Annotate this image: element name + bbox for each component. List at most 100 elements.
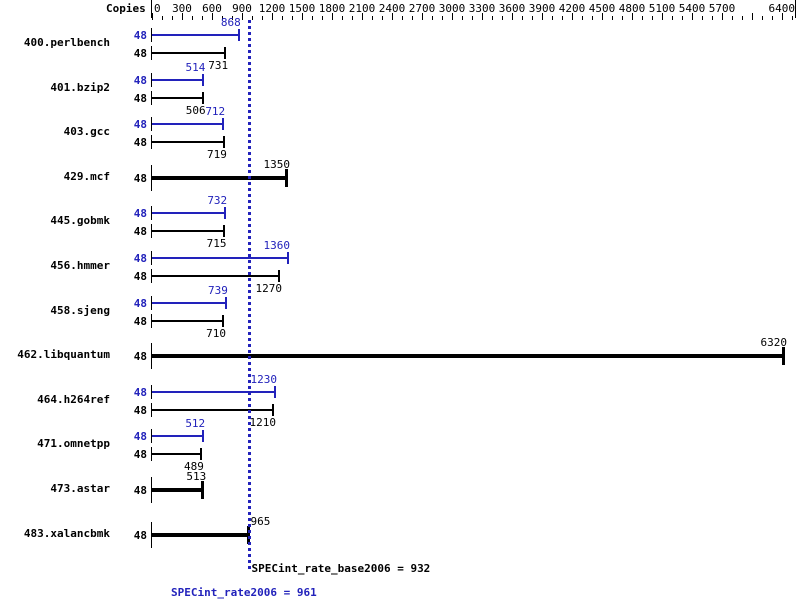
- base-bar-origin-tick: [151, 269, 152, 283]
- axis-minor-tick: [172, 16, 173, 20]
- mean-marker-line: [247, 20, 251, 572]
- base-bar-end-cap: [285, 168, 288, 187]
- base-bar-value-label: 710: [206, 326, 226, 340]
- axis-tick-label: 3900: [528, 2, 556, 15]
- axis-major-tick: [572, 13, 573, 20]
- axis-minor-tick: [202, 16, 203, 20]
- axis-minor-tick: [292, 16, 293, 20]
- axis-minor-tick: [402, 16, 403, 20]
- base-copies-value: 48: [133, 171, 147, 185]
- axis-major-tick: [332, 13, 333, 20]
- base-bar-origin-tick: [151, 447, 152, 462]
- benchmark-name-label: 473.astar: [50, 482, 110, 495]
- peak-bar-value-label: 739: [208, 283, 228, 297]
- base-bar-value-label: 719: [207, 148, 227, 162]
- peak-copies-value: 48: [133, 118, 147, 132]
- axis-minor-tick: [792, 16, 793, 20]
- base-copies-value: 48: [133, 403, 147, 417]
- axis-minor-tick: [522, 16, 523, 20]
- axis-right-border: [795, 0, 796, 18]
- base-bar-origin-tick: [151, 343, 152, 370]
- axis-tick-label: 300: [172, 2, 192, 15]
- peak-bar-origin-tick: [151, 429, 152, 444]
- peak-copies-value: 48: [133, 385, 147, 399]
- axis-tick-label: 6400: [768, 2, 796, 15]
- axis-minor-tick: [192, 16, 193, 20]
- base-copies-value: 48: [133, 225, 147, 239]
- axis-tick-label: 5400: [678, 2, 706, 15]
- axis-tick-label: 3600: [498, 2, 526, 15]
- axis-tick-label: 4200: [558, 2, 586, 15]
- base-bar-origin-tick: [151, 402, 152, 417]
- axis-minor-tick: [732, 16, 733, 20]
- peak-bar: [152, 34, 239, 36]
- base-bar: [152, 141, 224, 144]
- base-bar-value-label: 965: [250, 514, 271, 528]
- peak-bar-value-label: 514: [185, 60, 206, 74]
- axis-major-tick: [212, 13, 213, 20]
- peak-bar: [152, 212, 226, 215]
- peak-bar-value-label: 712: [205, 105, 226, 119]
- axis-tick-label: 600: [202, 2, 222, 15]
- axis-major-tick: [692, 13, 693, 20]
- axis-minor-tick: [532, 16, 533, 20]
- peak-bar: [152, 257, 288, 259]
- axis-major-tick: [392, 13, 393, 20]
- benchmark-name-label: 471.omnetpp: [37, 437, 110, 451]
- base-mean-label: SPECint_rate_base2006 = 932: [251, 562, 431, 575]
- axis-major-tick: [662, 13, 663, 20]
- base-copies-value: 48: [133, 91, 147, 105]
- base-bar-value-label: 1270: [255, 282, 283, 295]
- axis-minor-tick: [472, 16, 473, 20]
- base-bar-end-cap: [782, 347, 785, 366]
- benchmark-name-label: 456.hmmer: [50, 259, 110, 272]
- base-bar-end-cap: [222, 225, 225, 238]
- base-bar-value-label: 715: [206, 237, 227, 251]
- axis-left-border: [151, 0, 152, 18]
- axis-tick-label: 3300: [468, 2, 496, 15]
- axis-minor-tick: [552, 16, 553, 20]
- axis-minor-tick: [702, 16, 703, 20]
- axis-major-tick: [542, 13, 543, 20]
- peak-bar-origin-tick: [151, 251, 152, 265]
- base-copies-value: 48: [133, 47, 147, 60]
- base-bar-value-label: 489: [184, 460, 204, 474]
- peak-bar-value-label: 1230: [250, 372, 278, 386]
- base-bar-end-cap: [278, 270, 280, 282]
- axis-minor-tick: [642, 16, 643, 20]
- axis-minor-tick: [282, 16, 283, 20]
- axis-major-tick: [302, 13, 303, 20]
- peak-bar-origin-tick: [151, 295, 152, 310]
- axis-minor-tick: [232, 16, 233, 20]
- base-bar-value-label: 1210: [249, 415, 277, 429]
- benchmark-name-label: 464.h264ref: [37, 392, 110, 406]
- axis-minor-tick: [442, 16, 443, 20]
- base-bar-origin-tick: [151, 521, 152, 548]
- benchmark-name-label: 400.perlbench: [23, 36, 110, 49]
- axis-minor-tick: [432, 16, 433, 20]
- axis-tick-label: 2400: [378, 2, 406, 15]
- base-bar: [152, 275, 279, 277]
- axis-major-tick: [422, 13, 423, 20]
- peak-copies-value: 48: [133, 296, 147, 310]
- peak-bar-end-cap: [274, 385, 276, 398]
- axis-major-tick: [632, 13, 633, 20]
- peak-copies-value: 48: [133, 252, 147, 265]
- peak-bar-end-cap: [287, 252, 289, 264]
- axis-major-tick: [512, 13, 513, 20]
- base-bar: [152, 408, 273, 411]
- axis-tick-label: 4800: [618, 2, 646, 15]
- axis-minor-tick: [772, 16, 773, 20]
- base-copies-value: 48: [133, 448, 147, 462]
- axis-minor-tick: [682, 16, 683, 20]
- axis-minor-tick: [312, 16, 313, 20]
- peak-bar-end-cap: [224, 296, 227, 309]
- axis-minor-tick: [592, 16, 593, 20]
- axis-minor-tick: [612, 16, 613, 20]
- base-bar-value-label: 506: [185, 103, 206, 117]
- base-copies-value: 48: [133, 270, 147, 283]
- peak-mean-label: SPECint_rate2006 = 961: [171, 586, 317, 599]
- axis-tick-label: 1800: [318, 2, 346, 15]
- axis-major-tick: [722, 13, 723, 20]
- peak-bar-origin-tick: [151, 206, 152, 221]
